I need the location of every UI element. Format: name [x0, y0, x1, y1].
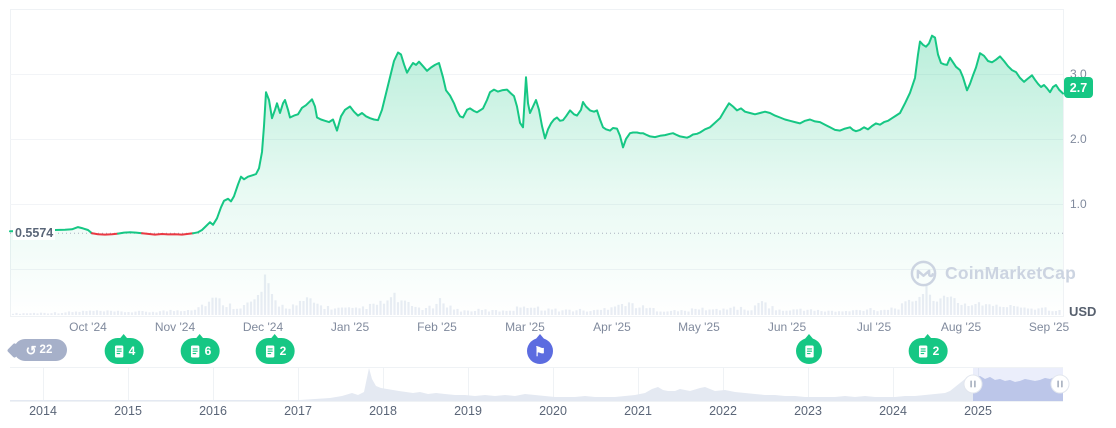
minimap-history-area-selected	[973, 376, 1063, 401]
minimap-handle-right[interactable]	[1050, 374, 1070, 394]
badge-pointer	[535, 334, 545, 340]
news-event-badge[interactable]: 2	[908, 334, 948, 364]
news-event-badge[interactable]: 4	[104, 334, 144, 364]
plot-frame	[10, 9, 1064, 317]
price-line-up	[192, 34, 1064, 235]
price-line-down	[141, 232, 194, 236]
badge-pill: 2	[908, 338, 948, 364]
badge-pill: 2	[255, 338, 295, 364]
news-doc-icon	[114, 344, 124, 358]
history-badge-count: 22	[39, 344, 53, 356]
badge-pill: 6	[180, 338, 220, 364]
price-line-down	[91, 232, 119, 236]
flag-event-badge[interactable]: ⚑	[527, 334, 553, 364]
news-doc-icon	[804, 344, 814, 358]
badge-pill	[796, 338, 822, 364]
badge-pointer	[195, 334, 205, 340]
badge-pointer	[804, 334, 814, 340]
badge-count: 6	[204, 344, 212, 358]
price-line-up	[117, 231, 143, 235]
news-event-badge[interactable]: 6	[180, 334, 220, 364]
news-doc-icon	[265, 344, 275, 358]
news-doc-icon	[190, 344, 200, 358]
badge-pointer	[119, 334, 129, 340]
minimap-handle-left[interactable]	[963, 374, 983, 394]
flag-icon: ⚑	[534, 343, 546, 359]
price-area-fill	[10, 35, 1063, 315]
news-doc-icon	[918, 344, 928, 358]
history-icon: ↺	[25, 342, 37, 358]
badge-count: 2	[932, 344, 940, 358]
badge-pointer	[923, 334, 933, 340]
current-price-badge[interactable]: 2.7	[1064, 77, 1093, 98]
badge-count: 4	[128, 344, 136, 358]
badge-pointer	[270, 334, 280, 340]
news-event-badge[interactable]	[796, 334, 822, 364]
badge-pill: 4	[104, 338, 144, 364]
history-badge[interactable]: ↺ 22	[14, 339, 67, 361]
minimap-selection[interactable]	[973, 368, 1063, 401]
minimap-history-area[interactable]	[10, 368, 1063, 401]
news-event-badge[interactable]: 2	[255, 334, 295, 364]
badge-pill: ⚑	[527, 338, 553, 364]
badge-count: 2	[279, 344, 287, 358]
